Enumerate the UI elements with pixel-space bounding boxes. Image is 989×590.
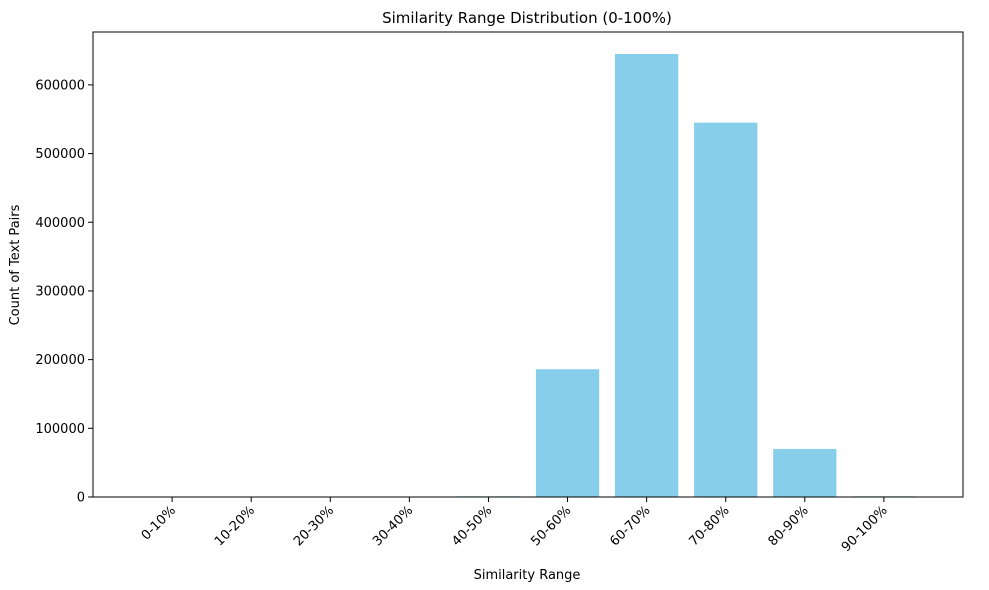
bar-50-60% bbox=[535, 369, 600, 497]
y-tick-label: 300000 bbox=[35, 284, 85, 299]
y-axis: 0 100000 200000 300000 400000 500000 600000 bbox=[35, 78, 93, 506]
bar-60-70% bbox=[615, 53, 679, 498]
bar-70-80% bbox=[694, 122, 758, 497]
y-tick-label: 200000 bbox=[35, 353, 85, 368]
y-axis-title: Count of Text Pairs bbox=[8, 204, 23, 325]
bar-80-90% bbox=[773, 448, 837, 497]
y-tick-label: 0 bbox=[77, 491, 85, 506]
y-tick-label: 500000 bbox=[35, 147, 85, 162]
y-tick-label: 400000 bbox=[35, 216, 85, 231]
plot-frame bbox=[92, 31, 964, 498]
y-tick-label: 100000 bbox=[35, 422, 85, 437]
y-tick-label: 600000 bbox=[35, 78, 85, 93]
x-axis-title: Similarity Range bbox=[474, 568, 581, 583]
chart-title: Similarity Range Distribution (0-100%) bbox=[382, 9, 672, 27]
